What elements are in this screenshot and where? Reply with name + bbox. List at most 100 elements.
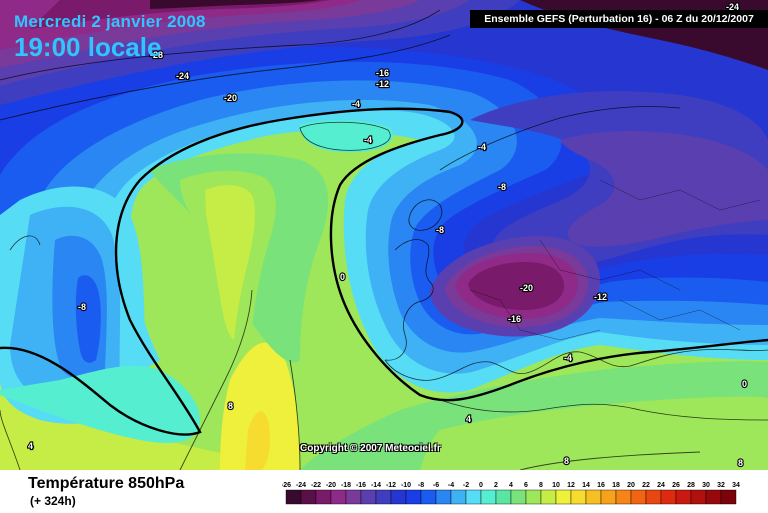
legend-swatch <box>720 489 737 505</box>
coastlines <box>9 106 768 421</box>
legend-swatch <box>315 489 332 505</box>
legend-tick-label: 2 <box>494 482 498 489</box>
contour-label: 8 <box>228 401 233 411</box>
legend-tick-label: -20 <box>326 482 336 489</box>
legend-tick-label: 6 <box>524 482 528 489</box>
contour-label: -16 <box>508 314 521 324</box>
legend-tick-label: 24 <box>657 482 665 489</box>
contour-labels: -28 -24 -20 -16 -12 -4 -4 -4 -8 -8 -8 0 … <box>27 1 748 469</box>
legend-tick-label: 0 <box>479 482 483 489</box>
contour-label: -24 <box>176 71 189 81</box>
legend-swatch <box>555 489 572 505</box>
contour-label: 0 <box>340 272 345 282</box>
zone-atlantic-minus8 <box>75 275 101 363</box>
forecast-date: Mercredi 2 janvier 2008 <box>14 12 206 31</box>
legend-tick-label: -12 <box>386 482 396 489</box>
lead-time: (+ 324h) <box>30 494 76 508</box>
contour-label: -4 <box>478 142 486 152</box>
legend-tick-label: -16 <box>356 482 366 489</box>
legend-tick-label: 34 <box>732 482 740 489</box>
legend-tick-label: 18 <box>612 482 620 489</box>
legend-tick-label: -24 <box>296 482 306 489</box>
legend-tick-label: 4 <box>509 482 513 489</box>
legend-swatch <box>450 489 467 505</box>
legend-tick-label: 20 <box>627 482 635 489</box>
legend-tick-label: 30 <box>702 482 710 489</box>
legend-tick-label: 16 <box>597 482 605 489</box>
legend-swatch <box>330 489 347 505</box>
contour-label: -8 <box>78 302 86 312</box>
contour-label: -4 <box>564 353 572 363</box>
contour-lines <box>0 9 701 470</box>
contour-label: 0 <box>742 379 747 389</box>
contour-label: -20 <box>520 283 533 293</box>
legend-swatch <box>390 489 407 505</box>
legend-tick-label: 22 <box>642 482 650 489</box>
legend-swatch <box>690 489 707 505</box>
legend-tick-label: -6 <box>433 482 439 489</box>
zone-med-plus4 <box>420 396 768 470</box>
legend-swatch <box>525 489 542 505</box>
legend-tick-label: -2 <box>463 482 469 489</box>
contour-label: 4 <box>466 414 471 424</box>
legend-tick-label: -10 <box>401 482 411 489</box>
color-legend: -26-24-22-20-18-16-14-12-10-8-6-4-202468… <box>281 478 752 508</box>
legend-tick-label: -8 <box>418 482 424 489</box>
legend-tick-label: -22 <box>311 482 321 489</box>
contour-label: 8 <box>564 456 569 466</box>
legend-swatch <box>495 489 512 505</box>
contour-label: -12 <box>376 79 389 89</box>
legend-tick-label: 8 <box>539 482 543 489</box>
legend-swatch <box>375 489 392 505</box>
legend-tick-label: 26 <box>672 482 680 489</box>
legend-tick-label: -26 <box>282 482 291 489</box>
legend-tick-label: -14 <box>371 482 381 489</box>
legend-swatch <box>285 489 302 505</box>
contour-label: -20 <box>224 93 237 103</box>
legend-swatch <box>480 489 497 505</box>
contour-label: -4 <box>352 99 360 109</box>
legend-tick-label: 32 <box>717 482 725 489</box>
zone-atlantic-teal <box>0 365 200 444</box>
contour-label: -28 <box>150 50 163 60</box>
isotherm-zero <box>0 107 768 436</box>
zone-minus28-north <box>150 0 320 9</box>
variable-title: Température 850hPa <box>28 475 185 492</box>
legend-tick-label: 12 <box>567 482 575 489</box>
legend-swatch <box>570 489 587 505</box>
forecast-time: 19:00 locale <box>14 32 162 62</box>
zone-minus24-north <box>30 0 330 29</box>
contour-label: 8 <box>738 458 743 468</box>
legend-swatch <box>300 489 317 505</box>
zone-minus22-core <box>468 262 564 310</box>
legend-swatch <box>540 489 557 505</box>
zone-plus8 <box>220 342 300 470</box>
legend-swatch <box>435 489 452 505</box>
contour-label: -8 <box>498 182 506 192</box>
legend-tick-label: -4 <box>448 482 454 489</box>
legend-swatch <box>585 489 602 505</box>
contour-label: -4 <box>364 135 372 145</box>
temperature-map: -28 -24 -20 -16 -12 -4 -4 -4 -8 -8 -8 0 … <box>0 0 768 470</box>
legend-tick-label: -18 <box>341 482 351 489</box>
model-run-label: Ensemble GEFS (Perturbation 16) - 06 Z d… <box>470 10 768 28</box>
contour-label: -16 <box>376 68 389 78</box>
copyright-notice: Copyright © 2007 Meteociel.fr <box>300 443 441 454</box>
legend-swatch <box>345 489 362 505</box>
legend-swatch <box>510 489 527 505</box>
contour-label: -12 <box>594 292 607 302</box>
legend-swatch <box>675 489 692 505</box>
legend-swatch <box>705 489 722 505</box>
borders <box>469 179 761 341</box>
zone-midatlantic-plus4 <box>205 185 255 340</box>
legend-tick-label: 10 <box>552 482 560 489</box>
legend-swatch <box>405 489 422 505</box>
legend-swatch <box>660 489 677 505</box>
legend-swatch <box>360 489 377 505</box>
contour-label: -8 <box>436 225 444 235</box>
legend-tick-label: 14 <box>582 482 590 489</box>
contour-label: 4 <box>28 441 33 451</box>
legend-swatch <box>645 489 662 505</box>
zone-minus18-east <box>560 131 768 247</box>
legend-swatch <box>465 489 482 505</box>
